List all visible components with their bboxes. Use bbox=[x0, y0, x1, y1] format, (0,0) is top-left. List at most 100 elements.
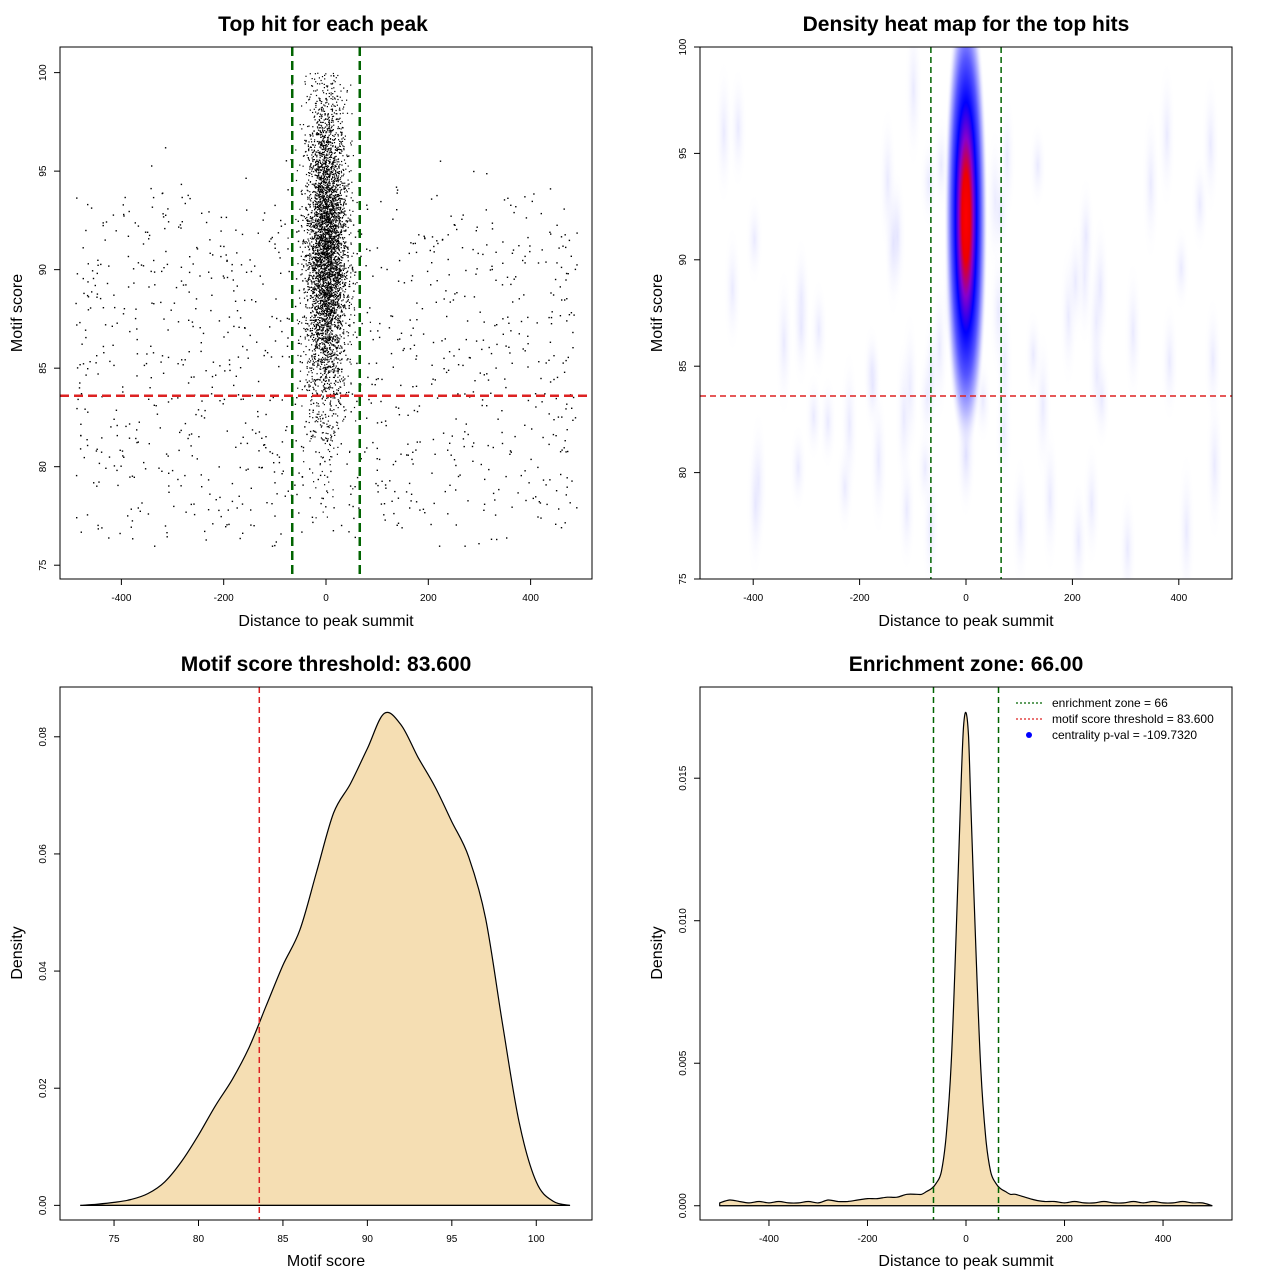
scatter-point bbox=[109, 360, 111, 363]
scatter-point bbox=[333, 160, 335, 162]
scatter-point bbox=[312, 409, 314, 411]
scatter-point bbox=[333, 112, 335, 114]
scatter-point bbox=[308, 249, 310, 251]
scatter-point bbox=[319, 153, 321, 155]
scatter-point bbox=[327, 207, 329, 209]
scatter-point bbox=[308, 98, 311, 100]
scatter-point bbox=[329, 187, 331, 190]
scatter-point bbox=[322, 235, 324, 237]
scatter-point bbox=[320, 349, 322, 351]
scatter-point bbox=[320, 324, 322, 326]
scatter-point bbox=[323, 247, 325, 249]
scatter-point bbox=[479, 311, 481, 313]
scatter-point bbox=[340, 212, 342, 214]
scatter-point bbox=[231, 482, 234, 485]
scatter-point bbox=[323, 195, 325, 197]
scatter-point bbox=[322, 402, 324, 404]
scatter-point bbox=[342, 108, 344, 110]
scatter-point bbox=[315, 277, 317, 279]
scatter-point bbox=[211, 375, 214, 378]
scatter-point bbox=[180, 227, 182, 229]
scatter-point bbox=[333, 168, 335, 170]
scatter-point bbox=[314, 348, 316, 350]
scatter-point bbox=[330, 258, 332, 260]
scatter-point bbox=[326, 267, 328, 269]
scatter-point bbox=[340, 189, 342, 191]
scatter-point bbox=[407, 454, 409, 456]
scatter-point bbox=[326, 366, 328, 368]
scatter-point bbox=[350, 303, 352, 305]
scatter-point bbox=[327, 220, 330, 222]
scatter-point bbox=[308, 184, 310, 186]
scatter-point bbox=[339, 195, 341, 197]
scatter-point bbox=[322, 172, 325, 174]
scatter-point bbox=[192, 325, 194, 328]
scatter-point bbox=[320, 237, 322, 239]
scatter-point bbox=[333, 236, 336, 238]
scatter-point bbox=[297, 354, 299, 357]
scatter-point bbox=[338, 245, 340, 247]
scatter-point bbox=[450, 454, 452, 456]
scatter-point bbox=[372, 441, 374, 444]
scatter-point bbox=[326, 305, 328, 307]
scatter-point bbox=[327, 259, 329, 261]
scatter-point bbox=[273, 471, 276, 473]
scatter-point bbox=[510, 283, 512, 286]
scatter-point bbox=[335, 380, 337, 382]
scatter-point bbox=[345, 229, 347, 231]
scatter-point bbox=[323, 439, 325, 441]
scatter-point bbox=[318, 280, 320, 282]
scatter-point bbox=[330, 318, 333, 320]
scatter-point bbox=[98, 481, 100, 483]
scatter-point bbox=[333, 218, 335, 220]
scatter-point bbox=[316, 253, 318, 255]
scatter-point bbox=[316, 301, 318, 303]
scatter-point bbox=[325, 161, 327, 163]
scatter-point bbox=[318, 244, 320, 246]
scatter-point bbox=[325, 232, 327, 234]
scatter-point bbox=[325, 204, 328, 207]
scatter-point bbox=[321, 169, 323, 171]
scatter-point bbox=[531, 428, 533, 430]
scatter-point bbox=[326, 261, 329, 263]
scatter-point bbox=[316, 160, 318, 162]
scatter-point bbox=[334, 276, 336, 278]
scatter-point bbox=[331, 110, 333, 112]
scatter-point bbox=[338, 208, 340, 210]
scatter-point bbox=[333, 359, 335, 361]
scatter-point bbox=[333, 267, 335, 269]
scatter-point bbox=[321, 329, 323, 331]
scatter-point bbox=[324, 460, 326, 463]
scatter-point bbox=[324, 114, 326, 116]
scatter-point bbox=[344, 138, 346, 140]
scatter-point bbox=[319, 157, 321, 159]
scatter-point bbox=[349, 265, 351, 267]
scatter-point bbox=[320, 266, 322, 268]
scatter-point bbox=[327, 217, 329, 219]
scatter-point bbox=[329, 306, 331, 308]
scatter-point bbox=[326, 106, 328, 108]
scatter-point bbox=[337, 188, 339, 190]
scatter-point bbox=[323, 264, 325, 266]
scatter-point bbox=[208, 271, 210, 273]
scatter-point bbox=[337, 285, 339, 287]
scatter-point bbox=[312, 156, 314, 158]
scatter-point bbox=[319, 116, 321, 118]
scatter-point bbox=[324, 226, 326, 228]
scatter-point bbox=[287, 237, 289, 239]
scatter-point bbox=[322, 90, 324, 92]
scatter-point bbox=[315, 211, 317, 213]
scatter-point bbox=[319, 368, 321, 370]
scatter-point bbox=[318, 303, 320, 305]
scatter-point bbox=[315, 106, 317, 108]
scatter-point bbox=[319, 276, 321, 278]
scatter-point bbox=[345, 393, 347, 395]
scatter-point bbox=[330, 370, 332, 372]
scatter-point bbox=[331, 244, 333, 246]
scatter-point bbox=[323, 220, 325, 222]
scatter-point bbox=[328, 311, 330, 313]
scatter-point bbox=[322, 195, 324, 197]
scatter-point bbox=[337, 252, 339, 254]
scatter-point bbox=[325, 359, 327, 361]
scatter-point bbox=[324, 252, 326, 254]
